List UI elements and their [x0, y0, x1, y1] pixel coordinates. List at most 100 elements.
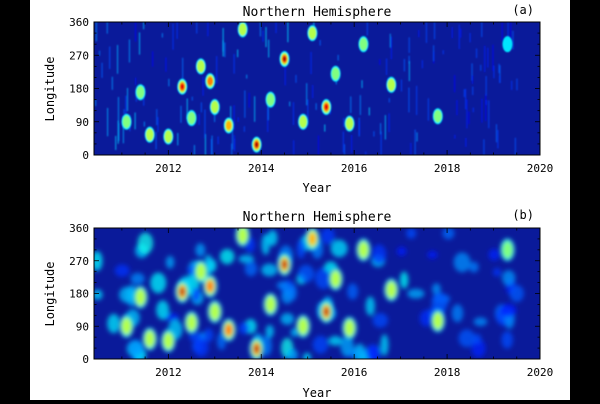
- heatmap-streak: [217, 136, 219, 145]
- heatmap-blob: [380, 334, 389, 356]
- heatmap-streak: [343, 144, 346, 155]
- heatmap-streak: [329, 109, 331, 115]
- heatmap-hotspot: [187, 111, 196, 125]
- heatmap-hotspot: [225, 120, 232, 130]
- heatmap-streak: [233, 105, 235, 130]
- heatmap-streak: [222, 28, 224, 57]
- heatmap-streak: [414, 129, 416, 155]
- heatmap-streak: [492, 44, 494, 71]
- heatmap-blob: [330, 239, 348, 258]
- heatmap-streak: [268, 39, 270, 58]
- heatmap-blob: [442, 228, 455, 240]
- heatmap-streak: [485, 76, 487, 96]
- heatmap-hotspot: [179, 287, 185, 296]
- panel-b-ticks: 2012 2014 2016 2018 2020 0 90 180 270 360: [69, 222, 553, 379]
- heatmap-blob: [427, 250, 438, 259]
- heatmap-streak: [128, 39, 131, 63]
- heatmap-streak: [295, 74, 297, 83]
- heatmap-streak: [400, 79, 403, 92]
- heatmap-streak: [168, 78, 170, 87]
- heatmap-streak: [233, 138, 236, 152]
- heatmap-blob: [458, 329, 476, 348]
- heatmap-blob: [315, 267, 332, 290]
- heatmap-blob: [399, 271, 409, 289]
- heatmap-blob: [276, 281, 290, 290]
- heatmap-blob: [340, 335, 354, 357]
- heatmap-blob: [244, 261, 258, 277]
- heatmap-blob: [195, 243, 206, 257]
- heatmap-blob: [473, 317, 488, 327]
- heatmap-hotspot: [224, 323, 233, 337]
- heatmap-streak: [488, 100, 490, 129]
- heatmap-streak: [125, 95, 127, 121]
- heatmap-streak: [511, 80, 513, 90]
- heatmap-blob: [451, 304, 464, 323]
- heatmap-blob: [500, 303, 517, 317]
- heatmap-streak: [292, 102, 295, 126]
- heatmap-streak: [497, 130, 499, 149]
- y-tick-label: 90: [76, 116, 89, 129]
- heatmap-hotspot: [180, 83, 184, 90]
- heatmap-hotspot: [145, 128, 154, 141]
- heatmap-blob: [267, 229, 278, 247]
- x-tick-label: 2020: [527, 366, 554, 379]
- heatmap-streak: [463, 89, 465, 98]
- heatmap-hotspot: [308, 26, 317, 40]
- heatmap-blob: [472, 333, 482, 345]
- heatmap-streak: [510, 22, 512, 46]
- heatmap-streak: [337, 54, 339, 61]
- heatmap-hotspot: [162, 332, 174, 350]
- heatmap-blob: [368, 345, 378, 359]
- heatmap-blob: [365, 296, 375, 316]
- heatmap-hotspot: [144, 330, 156, 348]
- heatmap-streak: [432, 45, 435, 61]
- heatmap-streak: [98, 50, 101, 56]
- heatmap-hotspot: [254, 141, 259, 148]
- heatmap-streak: [176, 22, 178, 39]
- x-tick-label: 2016: [341, 366, 368, 379]
- panel-a-y-axis-label: Longitude: [43, 56, 57, 121]
- heatmap-streak: [198, 113, 200, 126]
- heatmap-streak: [416, 85, 418, 116]
- heatmap-streak: [421, 60, 423, 69]
- heatmap-blob: [165, 255, 175, 269]
- heatmap-streak: [267, 104, 269, 121]
- heatmap-hotspot: [164, 130, 173, 143]
- heatmap-streak: [408, 37, 410, 53]
- heatmap-streak: [126, 87, 129, 112]
- heatmap-blob: [127, 339, 144, 357]
- heatmap-hotspot: [502, 241, 513, 259]
- heatmap-streak: [211, 135, 213, 155]
- heatmap-streak: [200, 102, 202, 113]
- heatmap-streak: [138, 32, 141, 55]
- y-tick-label: 360: [69, 16, 89, 29]
- heatmap-streak: [495, 124, 498, 143]
- heatmap-blob: [150, 272, 167, 294]
- heatmap-hotspot: [308, 232, 317, 246]
- heatmap-streak: [454, 134, 456, 139]
- heatmap-streak: [385, 58, 388, 75]
- heatmap-hotspot: [282, 56, 287, 62]
- heatmap-streak: [499, 75, 501, 83]
- heatmap-streak: [350, 134, 353, 153]
- heatmap-hotspot: [297, 317, 309, 335]
- heatmap-blob: [188, 331, 204, 342]
- heatmap-hotspot: [206, 279, 215, 293]
- panel-b-y-axis-label: Longitude: [43, 261, 57, 326]
- heatmap-streak: [317, 135, 320, 155]
- heatmap-blob: [156, 300, 170, 320]
- heatmap-streak: [230, 106, 232, 123]
- panel-a-ticks: 2012 2014 2016 2018 2020 0 90 180 270 360: [69, 16, 553, 175]
- heatmap-blob: [453, 252, 471, 273]
- heatmap-blob: [192, 287, 201, 302]
- x-tick-label: 2016: [341, 162, 368, 175]
- heatmap-blob: [371, 244, 387, 265]
- heatmap-streak: [262, 30, 264, 42]
- heatmap-streak: [358, 117, 360, 137]
- panel-b-x-axis-label: Year: [303, 386, 332, 400]
- heatmap-streak: [350, 96, 352, 114]
- heatmap-blob: [137, 232, 154, 255]
- panel-a-label: (a): [512, 3, 534, 17]
- heatmap-streak: [186, 98, 188, 120]
- heatmap-streak: [172, 23, 174, 50]
